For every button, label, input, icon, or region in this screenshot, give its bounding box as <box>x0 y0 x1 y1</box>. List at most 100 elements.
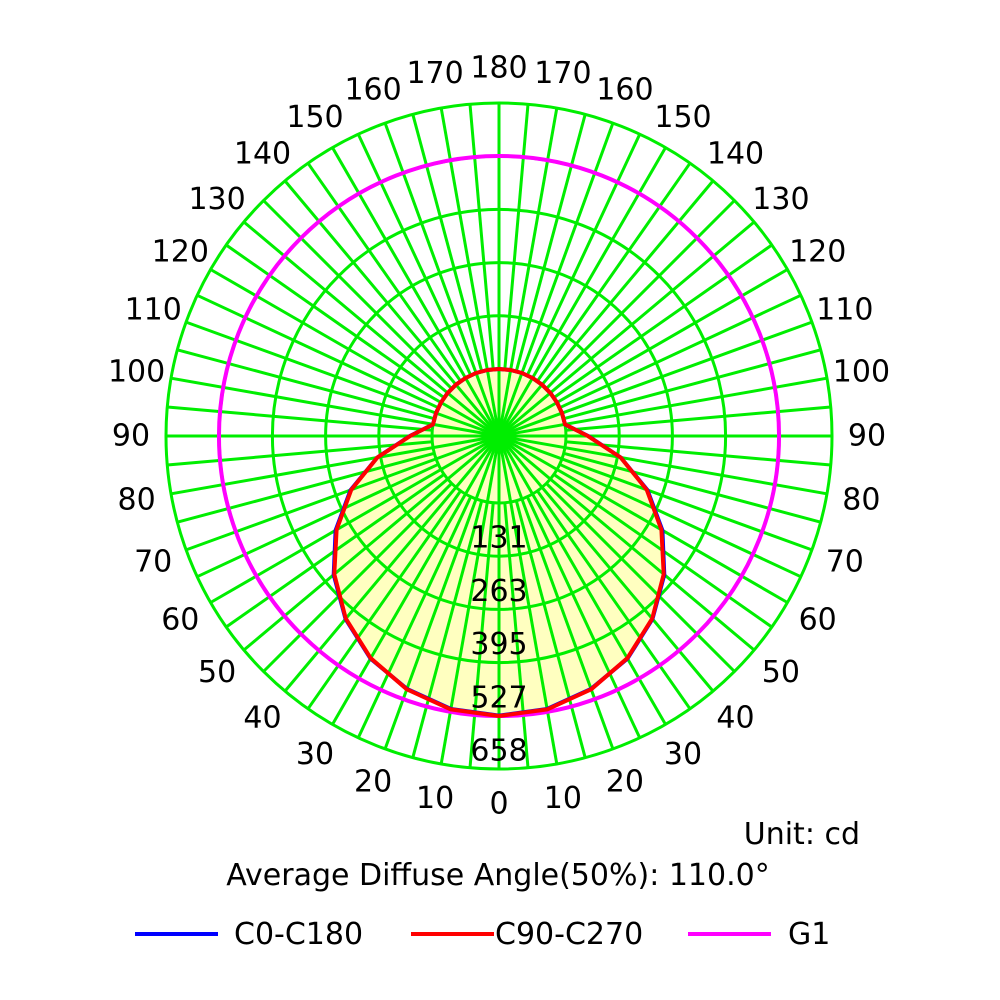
angle-label-right: 10 <box>544 781 582 816</box>
legend-label-g1: G1 <box>788 917 830 952</box>
grid-spoke <box>514 500 587 759</box>
polar-grid <box>164 101 834 771</box>
angle-label-right: 50 <box>762 655 800 690</box>
legend-label-c0-c180: C0-C180 <box>234 917 363 952</box>
grid-spoke <box>525 496 642 739</box>
grid-spoke <box>497 435 715 693</box>
angle-label-left: 60 <box>161 603 199 638</box>
angle-label-left: 150 <box>286 100 343 135</box>
angle-label-left: 70 <box>134 544 172 579</box>
grid-spoke <box>306 162 462 382</box>
angle-label-right: 100 <box>833 355 890 390</box>
grid-spoke <box>176 348 435 421</box>
angle-label-left: 110 <box>125 293 182 328</box>
angle-label-right: 80 <box>842 482 880 517</box>
grid-spoke <box>242 434 500 652</box>
legend: C0-C180 C90-C270 G1 <box>135 917 830 952</box>
grid-spoke <box>383 435 501 750</box>
grid-spoke <box>536 162 692 382</box>
grid-spoke <box>283 179 501 437</box>
angle-label-left: 100 <box>108 355 165 390</box>
grid-spoke <box>209 434 500 604</box>
angle-label-left: 140 <box>234 137 291 172</box>
grid-spoke <box>242 220 500 438</box>
grid-spoke <box>262 482 453 673</box>
grid-spoke <box>545 199 736 390</box>
angle-label-right: 90 <box>848 419 886 454</box>
angle-label-left: 130 <box>188 182 245 217</box>
grid-spoke <box>411 113 484 372</box>
diffuse-angle-subtitle: Average Diffuse Angle(50%): 110.0° <box>226 858 769 893</box>
grid-spoke <box>553 243 773 399</box>
grid-spoke <box>306 490 462 710</box>
grid-spoke <box>167 405 433 432</box>
grid-spoke <box>468 502 495 768</box>
grid-spoke <box>503 502 530 768</box>
grid-spoke <box>497 435 667 726</box>
series-curve-1 <box>332 367 666 718</box>
angle-label-left: 160 <box>344 73 401 108</box>
grid-spoke <box>536 490 692 710</box>
angle-label-right: 40 <box>716 700 754 735</box>
angle-label-left: 40 <box>243 700 281 735</box>
grid-spoke <box>170 376 500 438</box>
grid-spoke <box>356 496 473 739</box>
grid-spoke <box>196 462 439 579</box>
angle-label-right: 150 <box>654 100 711 135</box>
grid-spoke <box>563 451 822 524</box>
grid-spoke <box>331 146 501 437</box>
grid-spoke <box>498 434 813 552</box>
angle-label-right: 140 <box>707 137 764 172</box>
grid-spoke <box>331 435 501 726</box>
angle-label-right: 170 <box>534 56 591 91</box>
ring-value-label: 263 <box>470 574 527 609</box>
angle-label-left: 50 <box>198 655 236 690</box>
grid-spoke <box>498 376 828 438</box>
grid-spoke <box>411 500 484 759</box>
grid-spoke <box>498 320 813 438</box>
grid-spoke <box>559 293 802 410</box>
grid-spoke <box>185 434 500 552</box>
angle-label-left: 90 <box>112 419 150 454</box>
grid-spoke <box>497 146 667 437</box>
grid-spoke <box>209 268 500 438</box>
grid-spoke <box>498 434 828 496</box>
grid-spoke <box>170 434 500 496</box>
grid-spoke <box>545 482 736 673</box>
ring-value-label: 131 <box>470 521 527 556</box>
grid-spoke <box>498 434 789 604</box>
grid-spoke <box>356 133 473 376</box>
grid-spoke <box>525 133 642 376</box>
legend-label-c90-c270: C90-C270 <box>495 917 643 952</box>
angle-label-right: 70 <box>826 544 864 579</box>
grid-spoke <box>498 220 756 438</box>
grid-spoke <box>497 122 615 437</box>
grid-spoke <box>497 435 615 750</box>
angle-label-right: 120 <box>789 235 846 270</box>
grid-spoke <box>563 348 822 421</box>
grid-spoke <box>498 434 756 652</box>
angle-label-left: 30 <box>296 737 334 772</box>
angle-label-right: 20 <box>606 764 644 799</box>
angle-label-right: 160 <box>596 73 653 108</box>
grid-spoke <box>497 107 559 437</box>
ring-value-label: 658 <box>470 734 527 769</box>
angle-label-left: 10 <box>416 781 454 816</box>
grid-spoke <box>176 451 435 524</box>
grid-spoke <box>503 104 530 370</box>
grid-spoke <box>565 405 831 432</box>
angle-label-left: 180 <box>470 51 527 86</box>
ring-value-label: 527 <box>470 680 527 715</box>
grid-spoke <box>262 199 453 390</box>
series-curves <box>331 367 667 718</box>
grid-spoke <box>439 107 501 437</box>
grid-spoke <box>283 435 501 693</box>
angle-label-right: 30 <box>664 737 702 772</box>
grid-spoke <box>497 179 715 437</box>
ring-value-label: 395 <box>470 627 527 662</box>
angle-label-left: 80 <box>118 482 156 517</box>
grid-spoke <box>468 104 495 370</box>
angle-label-left: 120 <box>152 235 209 270</box>
